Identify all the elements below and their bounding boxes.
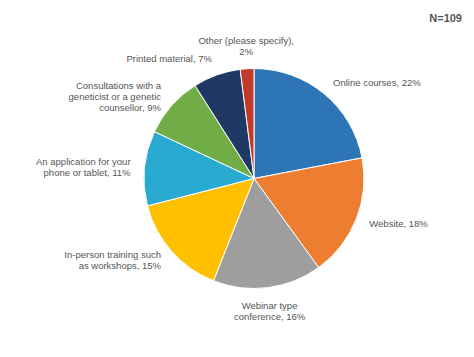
slice-label-line: geneticist or a genetic (69, 91, 162, 102)
pie (144, 69, 364, 289)
chart: Online courses, 22% Website, 18% Webinar t… (0, 0, 474, 357)
slice-label-line: phone or tablet, 11% (44, 167, 132, 178)
slice-label-line: counsellor, 9% (99, 102, 161, 113)
slice (195, 69, 254, 178)
slice-label: In-person training suchas workshops, 15% (64, 249, 161, 271)
annotation: N=109 (429, 12, 462, 24)
slice-label: Online courses, 22% (333, 77, 421, 88)
slice-label-line: Printed material, 7% (126, 53, 212, 64)
slice-label-line: Consultations with a (76, 80, 162, 91)
slice-label-line: Online courses, 22% (333, 77, 421, 88)
slice-label-line: as workshops, 15% (79, 260, 162, 271)
slice-label-line: 2% (239, 46, 253, 57)
slice-label: Consultations with ageneticist or a gene… (69, 80, 162, 113)
labels: Online courses, 22% Website, 18% Webinar t… (36, 35, 428, 322)
slice-label-line: conference, 16% (234, 311, 306, 322)
slice-label: Website, 18% (369, 218, 428, 229)
slice-label-line: Webinar type (242, 300, 298, 311)
slice-label-line: Other (please specify), (198, 35, 294, 46)
slice-label: An application for yourphone or tablet, … (36, 156, 131, 178)
slice (240, 69, 254, 179)
slice-label: Webinar typeconference, 16% (234, 300, 306, 322)
slice-label-line: Website, 18% (369, 218, 428, 229)
slice-label: Printed material, 7% (126, 53, 212, 64)
slice-label-line: An application for your (36, 156, 131, 167)
slice-label: Other (please specify),2% (198, 35, 294, 57)
slice-label-line: In-person training such (64, 249, 161, 260)
